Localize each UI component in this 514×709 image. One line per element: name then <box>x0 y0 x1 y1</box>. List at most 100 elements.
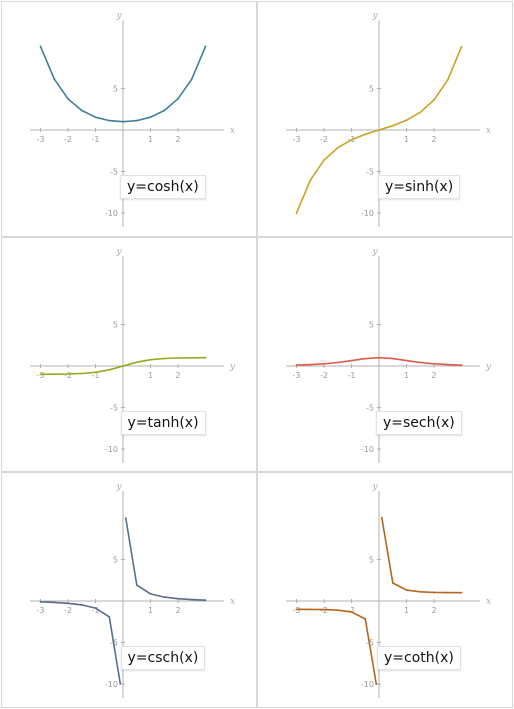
x-tick-label: 1 <box>404 135 409 144</box>
function-label: y=tanh(x) <box>120 411 206 435</box>
y-axis-name: y <box>115 482 122 492</box>
graph-plot-sech: y y -3 -2 -1 1 2 5 -5 -10 <box>286 247 492 463</box>
x-tick-label: 2 <box>175 606 180 615</box>
data-point <box>124 517 127 520</box>
data-point <box>446 591 449 594</box>
x-tick-label: -2 <box>320 371 328 380</box>
data-point <box>204 356 207 359</box>
data-point <box>53 601 56 604</box>
y-tick-label: -5 <box>110 404 118 413</box>
data-point <box>80 604 83 606</box>
graph-panel-sech: y y -3 -2 -1 1 2 5 -5 -10 y=sech(x) <box>257 237 513 472</box>
curve-coth-branch-1 <box>296 608 378 685</box>
data-point <box>39 600 42 603</box>
data-point <box>53 373 56 376</box>
data-point <box>433 99 435 101</box>
x-tick-label: -1 <box>92 606 100 615</box>
data-point <box>378 356 380 359</box>
y-tick-label: -10 <box>361 209 374 218</box>
data-point <box>39 45 42 48</box>
x-axis-name: x <box>486 597 491 607</box>
data-point <box>122 120 124 123</box>
data-point <box>149 358 152 361</box>
x-tick-label: -1 <box>348 371 356 380</box>
data-point <box>446 363 449 366</box>
data-point <box>67 373 69 375</box>
data-point <box>190 78 193 80</box>
data-point <box>94 116 97 119</box>
data-point <box>350 359 353 362</box>
data-point <box>460 45 463 48</box>
graph-plot-cosh: y x -3 -2 -1 1 2 5 -5 -10 <box>30 11 235 227</box>
data-point <box>350 611 353 613</box>
data-point <box>433 591 435 594</box>
data-point <box>405 589 408 591</box>
data-point <box>391 582 394 584</box>
data-point <box>108 368 111 371</box>
graph-panel-tanh: y y -3 -2 -1 1 2 5 -5 -10 y=tanh(x) <box>1 237 257 472</box>
x-tick-label: 2 <box>431 135 436 144</box>
data-point <box>309 363 312 366</box>
data-point <box>67 602 69 605</box>
data-point <box>309 179 312 182</box>
x-tick-label: 2 <box>431 371 436 380</box>
x-tick-label: -1 <box>92 135 100 144</box>
data-point <box>67 97 69 100</box>
x-tick-label: -2 <box>320 135 328 144</box>
data-point <box>190 356 193 359</box>
x-tick-label: -3 <box>293 371 301 380</box>
data-point <box>177 357 179 359</box>
function-label: y=coth(x) <box>377 646 461 670</box>
x-tick-label: -2 <box>64 606 72 615</box>
data-point <box>80 109 83 112</box>
data-point <box>177 97 179 100</box>
data-point <box>336 146 339 149</box>
data-point <box>108 616 111 618</box>
data-point <box>460 591 463 594</box>
y-tick-label: 5 <box>113 85 118 94</box>
y-axis-name: y <box>371 11 378 21</box>
x-tick-label: 2 <box>175 371 180 380</box>
data-point <box>149 116 152 119</box>
y-tick-label: 5 <box>113 556 118 565</box>
x-tick-label: -3 <box>293 606 301 615</box>
data-point <box>80 372 83 375</box>
function-label: y=sech(x) <box>376 411 462 435</box>
x-tick-label: 1 <box>148 135 153 144</box>
y-tick-label: -5 <box>366 404 374 413</box>
y-tick-label: 5 <box>113 321 118 330</box>
data-point <box>39 373 42 376</box>
x-tick-label: 1 <box>404 371 409 380</box>
x-tick-label: -2 <box>64 371 72 380</box>
function-label: y=sinh(x) <box>378 175 461 199</box>
x-tick-label: -1 <box>348 606 356 615</box>
data-point <box>323 362 325 365</box>
data-point <box>190 598 193 601</box>
data-point <box>94 371 97 374</box>
data-point <box>364 618 367 620</box>
x-tick-label: 1 <box>148 371 153 380</box>
data-point <box>177 597 179 600</box>
data-point <box>350 138 353 141</box>
data-point <box>364 357 367 360</box>
curve-coth-branch-2 <box>381 517 462 594</box>
data-point <box>295 212 298 215</box>
data-point <box>163 109 166 112</box>
data-point <box>336 609 339 612</box>
data-point <box>391 357 394 360</box>
x-axis-name: x <box>230 126 235 136</box>
y-tick-label: 5 <box>369 321 374 330</box>
data-point <box>295 364 298 367</box>
data-point <box>94 607 97 609</box>
data-point <box>419 111 422 114</box>
graph-plot-tanh: y y -3 -2 -1 1 2 5 -5 -10 <box>30 247 236 463</box>
y-tick-label: -5 <box>366 168 374 177</box>
y-axis-name: y <box>371 482 378 492</box>
x-tick-label: -1 <box>92 371 100 380</box>
data-point <box>108 119 111 122</box>
y-axis-name: y <box>115 247 122 257</box>
